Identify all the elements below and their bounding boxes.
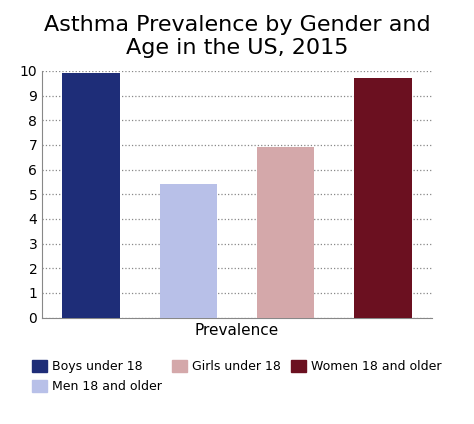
X-axis label: Prevalence: Prevalence: [195, 323, 279, 338]
Legend: Boys under 18, Men 18 and older, Girls under 18, Women 18 and older: Boys under 18, Men 18 and older, Girls u…: [26, 354, 448, 399]
Bar: [257, 148, 314, 318]
Bar: [160, 184, 217, 318]
Bar: [62, 73, 119, 318]
Title: Asthma Prevalence by Gender and
Age in the US, 2015: Asthma Prevalence by Gender and Age in t…: [44, 15, 430, 58]
Bar: [355, 78, 412, 318]
